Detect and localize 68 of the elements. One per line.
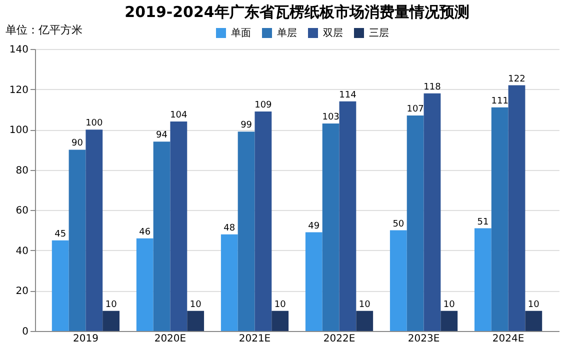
bar bbox=[86, 130, 103, 331]
bar bbox=[339, 101, 356, 331]
data-label: 109 bbox=[254, 100, 272, 110]
y-tick-label: 60 bbox=[16, 206, 28, 217]
bar bbox=[136, 238, 154, 331]
data-label: 122 bbox=[508, 74, 526, 84]
bar bbox=[508, 85, 526, 331]
bar bbox=[440, 310, 458, 331]
bar bbox=[525, 310, 542, 331]
bar bbox=[220, 234, 238, 331]
y-tick-label: 140 bbox=[9, 44, 28, 56]
data-label: 103 bbox=[322, 112, 340, 123]
x-tick-label: 2019 bbox=[72, 334, 98, 344]
data-label: 99 bbox=[240, 120, 252, 131]
y-tick-label: 0 bbox=[22, 326, 28, 338]
y-tick-label: 120 bbox=[9, 84, 28, 96]
data-label: 48 bbox=[224, 223, 236, 234]
data-label: 10 bbox=[443, 300, 456, 310]
bar bbox=[424, 93, 441, 331]
y-tick-label: 100 bbox=[9, 125, 28, 136]
bar bbox=[272, 310, 289, 331]
y-tick-label: 40 bbox=[16, 246, 28, 257]
data-label: 50 bbox=[392, 219, 404, 230]
data-label: 104 bbox=[170, 110, 188, 121]
legend-label: 双层 bbox=[323, 28, 343, 39]
x-tick-label: 2020E bbox=[154, 334, 186, 344]
bar bbox=[305, 232, 322, 331]
data-label: 111 bbox=[491, 96, 508, 106]
y-axis-title: 单位：亿平方米 bbox=[6, 24, 82, 36]
data-label: 51 bbox=[477, 217, 489, 228]
data-label: 107 bbox=[406, 104, 424, 114]
y-tick-label: 20 bbox=[16, 286, 28, 298]
data-label: 10 bbox=[358, 300, 371, 310]
data-label: 10 bbox=[528, 300, 540, 310]
data-label: 10 bbox=[105, 300, 118, 310]
bar bbox=[52, 240, 69, 331]
bar bbox=[68, 150, 86, 331]
data-label: 94 bbox=[156, 130, 168, 141]
x-tick-label: 2023E bbox=[408, 334, 440, 344]
bar bbox=[390, 230, 407, 331]
bar bbox=[491, 107, 508, 331]
data-label: 49 bbox=[308, 221, 320, 232]
bar bbox=[102, 310, 120, 331]
data-label: 46 bbox=[139, 227, 151, 238]
bar bbox=[170, 122, 188, 331]
x-tick-label: 2021E bbox=[238, 334, 271, 344]
bar bbox=[474, 228, 492, 331]
legend-label: 三层 bbox=[369, 28, 389, 39]
bar bbox=[254, 111, 272, 331]
bar bbox=[153, 142, 170, 331]
chart-title: 2019-2024年广东省瓦楞纸板市场消费量情况预测 bbox=[124, 3, 470, 21]
bar bbox=[322, 124, 340, 331]
bar bbox=[406, 115, 424, 331]
data-label: 10 bbox=[190, 300, 202, 310]
bar bbox=[238, 132, 255, 331]
data-label: 90 bbox=[72, 138, 84, 149]
data-label: 114 bbox=[339, 90, 357, 100]
x-tick-label: 2024E bbox=[492, 334, 524, 344]
data-label: 45 bbox=[54, 229, 66, 240]
bar bbox=[356, 310, 374, 331]
data-label: 118 bbox=[424, 82, 442, 92]
y-tick-label: 80 bbox=[16, 165, 28, 176]
legend-label: 单面 bbox=[231, 27, 251, 39]
x-tick-label: 2022E bbox=[323, 334, 356, 344]
legend-label: 单层 bbox=[277, 27, 297, 39]
data-label: 10 bbox=[274, 300, 286, 310]
data-label: 100 bbox=[86, 118, 104, 129]
bar bbox=[187, 310, 204, 331]
